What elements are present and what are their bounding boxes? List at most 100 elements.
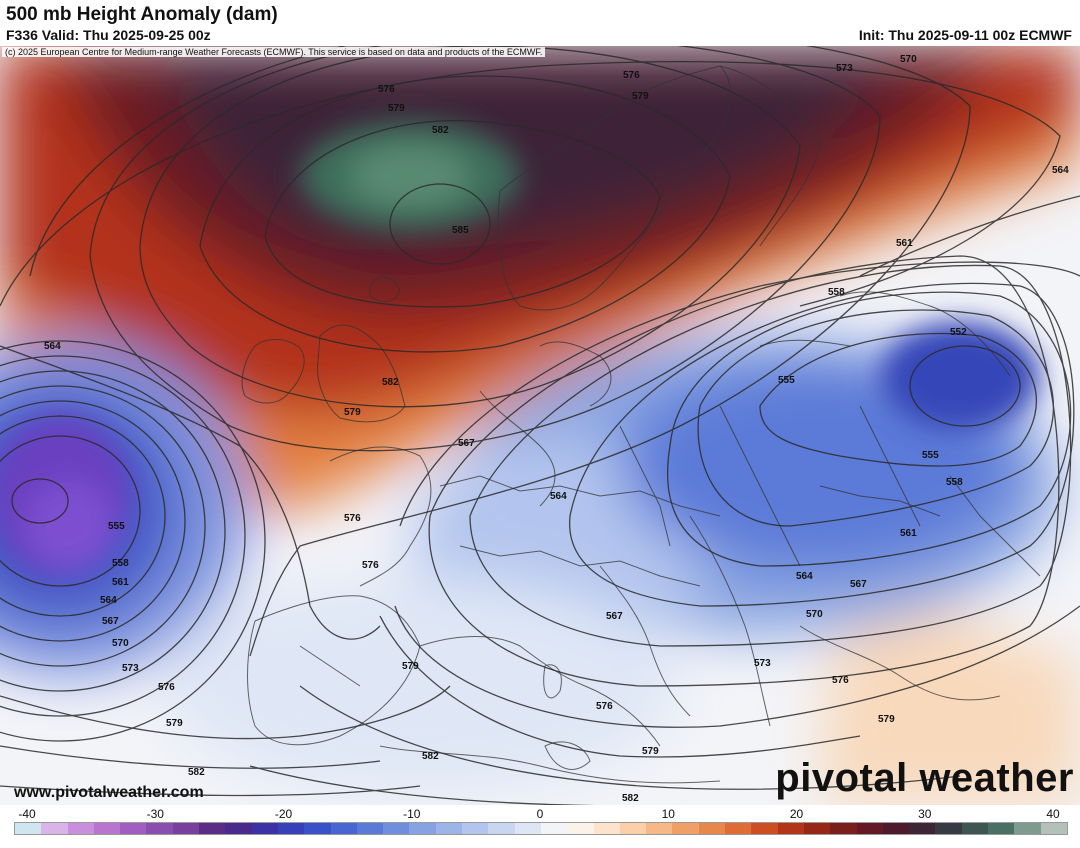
colorbar-swatch bbox=[356, 823, 384, 834]
contour-label: 573 bbox=[754, 658, 771, 669]
contour-label: 582 bbox=[422, 751, 439, 762]
colorbar-swatch bbox=[251, 823, 278, 834]
colorbar-swatch bbox=[935, 823, 962, 834]
contour-label: 579 bbox=[632, 91, 649, 102]
colorbar-tick-label: 20 bbox=[789, 807, 804, 821]
contour-label: 582 bbox=[432, 125, 449, 136]
colorbar-swatch bbox=[488, 823, 515, 834]
colorbar-swatch bbox=[15, 823, 42, 834]
contour-label: 582 bbox=[188, 767, 205, 778]
colorbar-swatch bbox=[146, 823, 173, 834]
valid-time: F336 Valid: Thu 2025-09-25 00z bbox=[6, 27, 211, 43]
colorbar-swatch bbox=[1014, 823, 1041, 834]
contour-label: 567 bbox=[102, 616, 119, 627]
colorbar-swatch bbox=[93, 823, 121, 834]
colorbar-swatch bbox=[120, 823, 147, 834]
colorbar-tick-label: 10 bbox=[661, 807, 675, 821]
colorbar-swatch bbox=[1040, 823, 1067, 834]
contour-label: 564 bbox=[796, 571, 813, 582]
copyright-notice: (c) 2025 European Centre for Medium-rang… bbox=[2, 47, 546, 57]
contour-label: 582 bbox=[382, 377, 399, 388]
contour-label: 558 bbox=[946, 477, 963, 488]
colorbar-swatch bbox=[67, 823, 94, 834]
colorbar-swatch bbox=[698, 823, 726, 834]
colorbar-tick-label: -10 bbox=[403, 807, 421, 821]
contour-label: 579 bbox=[166, 718, 183, 729]
contour-label: 567 bbox=[606, 611, 623, 622]
contour-label: 552 bbox=[950, 327, 967, 338]
contour-label: 555 bbox=[108, 521, 125, 532]
colorbar-swatch bbox=[619, 823, 647, 834]
colorbar-swatch bbox=[987, 823, 1015, 834]
colorbar-swatch bbox=[225, 823, 252, 834]
contour-label: 555 bbox=[778, 375, 795, 386]
contour-label: 579 bbox=[642, 746, 659, 757]
anomaly-map: 585 582 579 576 573 570 564 564 561 558 … bbox=[0, 46, 1080, 805]
colorbar-swatch bbox=[593, 823, 620, 834]
contour-label: 579 bbox=[388, 103, 405, 114]
colorbar-swatch bbox=[435, 823, 463, 834]
colorbar-swatch bbox=[41, 823, 68, 834]
colorbar-swatch bbox=[514, 823, 541, 834]
contour-label: 567 bbox=[458, 438, 475, 449]
contour-label: 570 bbox=[806, 609, 823, 620]
colorbar-tick-labels: -40 -30 -20 -10 0 10 20 30 40 bbox=[0, 807, 1080, 821]
contour-label: 585 bbox=[452, 225, 469, 236]
colorbar-swatch bbox=[803, 823, 831, 834]
contour-label: 576 bbox=[623, 70, 640, 81]
colorbar-tick-label: 0 bbox=[536, 807, 544, 821]
map-canvas: 585 582 579 576 573 570 564 564 561 558 … bbox=[0, 46, 1080, 805]
contour-label: 576 bbox=[378, 84, 395, 95]
contour-label: 558 bbox=[112, 558, 129, 569]
colorbar-swatch bbox=[961, 823, 988, 834]
contour-label: 582 bbox=[622, 793, 639, 804]
colorbar-swatch bbox=[567, 823, 594, 834]
colorbar-swatch bbox=[909, 823, 936, 834]
colorbar-swatch bbox=[199, 823, 226, 834]
colorbar-swatch bbox=[751, 823, 778, 834]
colorbar-tick-label: 30 bbox=[918, 807, 932, 821]
colorbar-swatch bbox=[304, 823, 331, 834]
colorbar-swatch bbox=[540, 823, 568, 834]
contour-label: 564 bbox=[1052, 165, 1069, 176]
contour-label: 555 bbox=[922, 450, 939, 461]
colorbar-swatch bbox=[462, 823, 489, 834]
contour-label: 561 bbox=[900, 528, 917, 539]
contour-label: 579 bbox=[402, 661, 419, 672]
colorbar-swatch bbox=[672, 823, 699, 834]
contour-label: 576 bbox=[596, 701, 613, 712]
colorbar-swatch bbox=[646, 823, 673, 834]
colorbar bbox=[14, 822, 1068, 835]
contour-label: 561 bbox=[896, 238, 913, 249]
colorbar-swatch bbox=[330, 823, 357, 834]
colorbar-tick-label: -20 bbox=[274, 807, 293, 821]
colorbar-swatch bbox=[383, 823, 410, 834]
contour-label: 576 bbox=[832, 675, 849, 686]
contour-label: 564 bbox=[100, 595, 117, 606]
contour-label: 573 bbox=[122, 663, 139, 674]
contour-label: 579 bbox=[878, 714, 895, 725]
contour-label: 576 bbox=[362, 560, 379, 571]
contour-label-layer: 585 582 579 576 573 570 564 564 561 558 … bbox=[44, 54, 1069, 804]
contour-label: 576 bbox=[344, 513, 361, 524]
colorbar-swatch bbox=[882, 823, 910, 834]
init-time: Init: Thu 2025-09-11 00z ECMWF bbox=[858, 27, 1072, 43]
contour-label: 573 bbox=[836, 63, 853, 74]
contour-label: 564 bbox=[550, 491, 567, 502]
colorbar-swatch bbox=[409, 823, 436, 834]
colorbar-swatch bbox=[725, 823, 752, 834]
colorbar-swatch bbox=[277, 823, 305, 834]
colorbar-swatch bbox=[856, 823, 883, 834]
contour-label: 579 bbox=[344, 407, 361, 418]
colorbar-swatch bbox=[830, 823, 857, 834]
coastlines bbox=[241, 65, 1041, 784]
site-url[interactable]: www.pivotalweather.com bbox=[14, 784, 204, 801]
contour-label: 564 bbox=[44, 341, 61, 352]
contour-label: 561 bbox=[112, 577, 129, 588]
colorbar-tick-label: 40 bbox=[1046, 807, 1060, 821]
brand-logo: pivotal weather bbox=[775, 756, 1074, 800]
contour-label: 576 bbox=[158, 682, 175, 693]
contour-label: 567 bbox=[850, 579, 867, 590]
contour-label: 570 bbox=[112, 638, 129, 649]
colorbar-tick-label: -30 bbox=[146, 807, 164, 821]
